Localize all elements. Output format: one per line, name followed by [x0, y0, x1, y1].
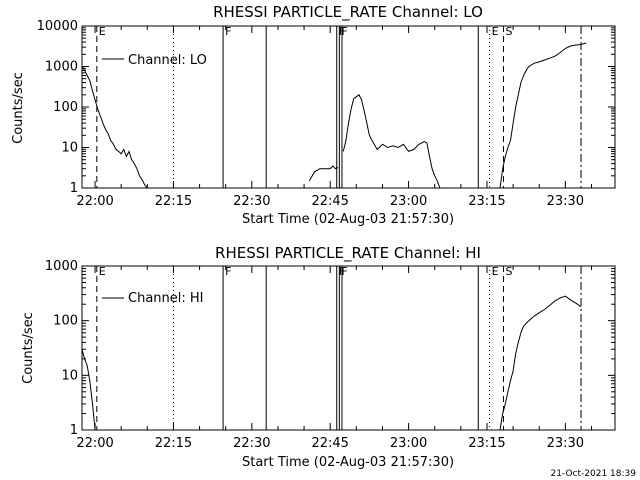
legend-entry: Channel: LO	[128, 53, 207, 68]
x-axis-label: Start Time (02-Aug-03 21:57:30)	[242, 455, 454, 470]
plot-frame	[81, 265, 616, 431]
y-tick-label: 1000	[45, 259, 78, 274]
x-tick-label: 22:15	[155, 436, 192, 451]
x-tick-label: 23:15	[468, 194, 505, 209]
series-line	[81, 349, 96, 431]
event-marker-label: F	[341, 25, 347, 38]
x-tick-label: 22:00	[76, 436, 113, 451]
x-tick-label: 23:30	[547, 436, 584, 451]
y-tick-label: 100	[53, 100, 78, 115]
event-marker-label: F	[225, 25, 231, 38]
footer-timestamp: 21-Oct-2021 18:39	[551, 469, 637, 479]
y-tick-label: 1	[70, 181, 78, 196]
series-line	[342, 94, 441, 189]
x-tick-label: 23:00	[390, 194, 427, 209]
x-tick-label: 22:45	[311, 436, 348, 451]
series-line	[308, 165, 339, 182]
panel-lo: RHESSI PARTICLE_RATE Channel: LO Start T…	[11, 3, 616, 227]
event-marker-label: E	[99, 25, 106, 38]
x-axis-label: Start Time (02-Aug-03 21:57:30)	[242, 212, 454, 227]
chart-title: RHESSI PARTICLE_RATE Channel: LO	[213, 3, 483, 22]
chart-title: RHESSI PARTICLE_RATE Channel: HI	[215, 244, 481, 263]
x-tick-label: 23:15	[468, 436, 505, 451]
y-axis-label: Counts/sec	[21, 312, 36, 384]
x-tick-label: 22:15	[155, 194, 192, 209]
x-tick-label: 22:00	[76, 194, 113, 209]
series-line	[499, 42, 587, 189]
event-marker-label: S	[506, 265, 513, 278]
y-tick-label: 100	[53, 314, 78, 329]
event-marker-label: E	[492, 25, 499, 38]
x-tick-label: 22:45	[311, 194, 348, 209]
x-tick-label: 22:30	[233, 194, 270, 209]
event-marker-label: S	[506, 25, 513, 38]
x-tick-label: 22:30	[233, 436, 270, 451]
x-tick-label: 23:30	[547, 194, 584, 209]
event-marker-label: E	[492, 265, 499, 278]
event-marker-label: F	[225, 265, 231, 278]
y-axis-label: Counts/sec	[11, 72, 26, 144]
panel-hi: RHESSI PARTICLE_RATE Channel: HI Start T…	[21, 244, 616, 470]
y-tick-label: 10	[61, 141, 78, 156]
event-marker-label: F	[341, 265, 347, 278]
y-tick-label: 10000	[37, 19, 78, 34]
series-line	[499, 295, 582, 431]
y-tick-label: 10	[61, 368, 78, 383]
legend-entry: Channel: HI	[128, 291, 204, 306]
series-line	[81, 66, 148, 189]
y-tick-label: 1000	[45, 60, 78, 75]
plot-frame	[81, 25, 616, 189]
y-tick-label: 1	[70, 423, 78, 438]
x-tick-label: 23:00	[390, 436, 427, 451]
event-marker-label: E	[99, 265, 106, 278]
